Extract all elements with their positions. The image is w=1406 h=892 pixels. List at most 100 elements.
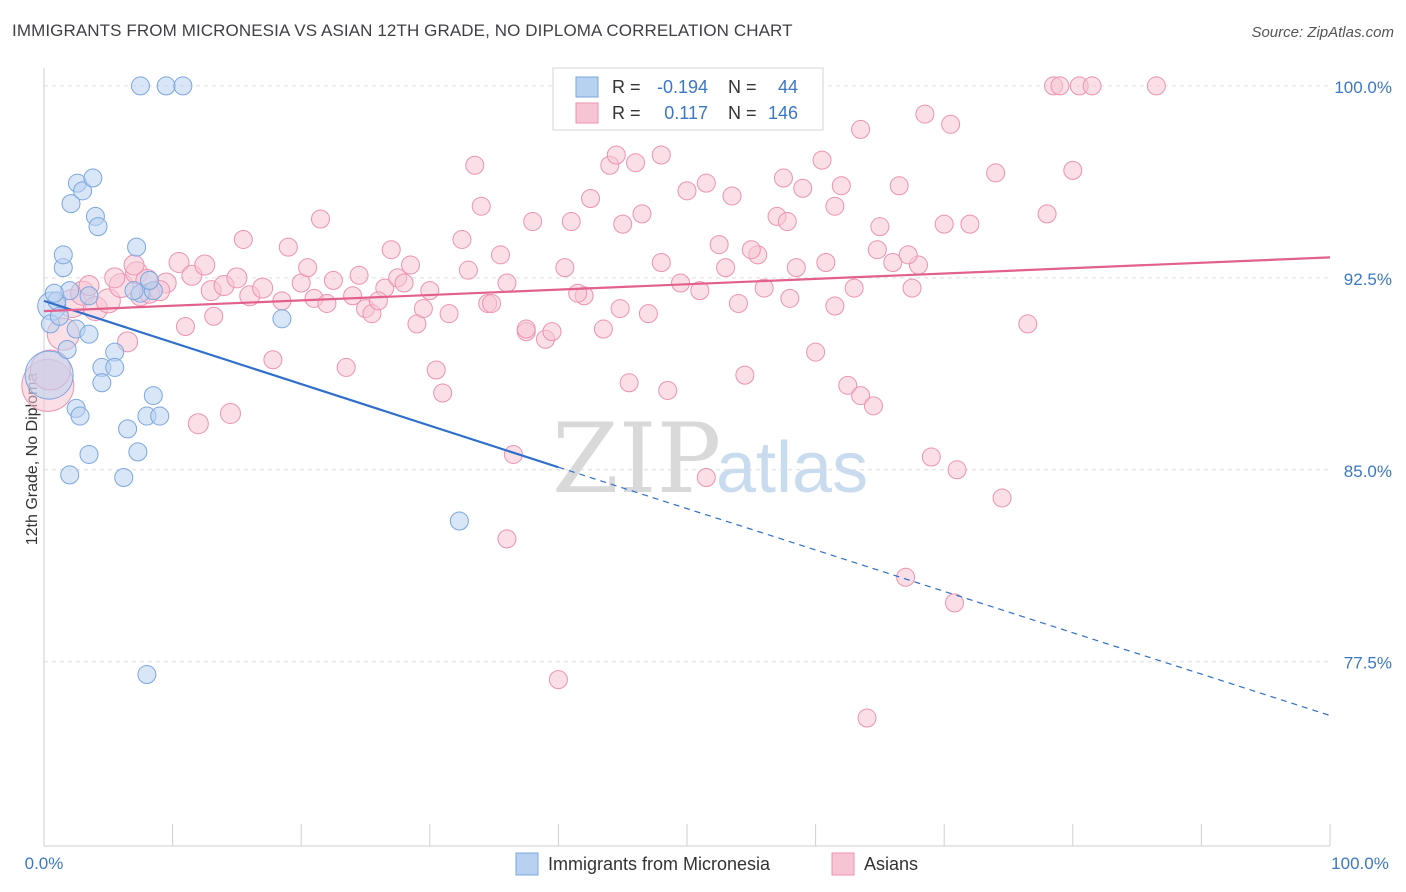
asians-point-32 <box>458 260 478 280</box>
stats-n-label-1: N = <box>728 77 757 97</box>
micronesia-point-1 <box>24 350 74 400</box>
micronesia-point-38 <box>156 76 176 96</box>
asians-point-65 <box>104 267 126 289</box>
asians-point-85 <box>491 245 511 265</box>
stats-swatch-blue <box>575 76 599 98</box>
micronesia-point-42 <box>449 511 469 531</box>
asians-point-136 <box>741 240 761 260</box>
trend-lines <box>43 256 1331 717</box>
y-tick-label-3: 77.5% <box>1344 654 1392 673</box>
stats-r-label-2: R = <box>612 103 641 123</box>
y-axis-label: 12th Grade, No Diploma <box>24 373 41 546</box>
legend-swatch-asians <box>831 852 855 876</box>
asians-point-71 <box>233 229 253 249</box>
asians-point-83 <box>452 229 472 249</box>
asians-point-37 <box>555 258 575 278</box>
asians-point-77 <box>187 413 209 435</box>
stats-box: R = -0.194 N = 44 R = 0.117 N = 146 <box>552 67 824 131</box>
asians-point-131 <box>780 288 800 308</box>
y-tick-label-0: 100.0% <box>1334 78 1392 97</box>
asians-point-41 <box>632 204 652 224</box>
micronesia-point-30 <box>143 386 163 406</box>
asians-point-24 <box>323 270 343 290</box>
micronesia-point-26 <box>92 373 112 393</box>
asians-point-99 <box>754 278 774 298</box>
asians-point-94 <box>658 380 678 400</box>
asians-point-134 <box>867 240 887 260</box>
legend-label-asians: Asians <box>864 854 918 874</box>
asians-point-105 <box>870 217 890 237</box>
asians-point-132 <box>816 253 836 272</box>
asians-point-133 <box>844 278 864 298</box>
gridlines <box>44 85 1330 663</box>
asians-point-109 <box>482 293 502 313</box>
asians-point-102 <box>812 150 832 170</box>
micronesia-point-5 <box>44 283 64 303</box>
asians-point-55 <box>883 253 903 272</box>
asians-point-142 <box>349 265 369 285</box>
stats-n-value-1: 44 <box>778 77 798 97</box>
asians-point-63 <box>1063 160 1083 180</box>
micronesia-point-31 <box>150 406 170 426</box>
asians-point-110 <box>606 145 626 165</box>
micronesia-point-37 <box>130 76 150 96</box>
stats-n-value-2: 146 <box>768 103 798 123</box>
asians-point-90 <box>581 189 601 209</box>
source-credit: Source: ZipAtlas.com <box>1251 24 1394 41</box>
asians-point-101 <box>793 178 813 198</box>
asians-point-113 <box>915 104 935 124</box>
asians-point-56 <box>902 278 922 298</box>
micronesia-point-39 <box>173 76 193 96</box>
asians-point-52 <box>838 375 858 395</box>
micronesia-point-40 <box>139 270 159 290</box>
asians-point-104 <box>851 119 871 139</box>
asians-point-144 <box>394 273 414 293</box>
y-axis-tick-labels: 100.0% 92.5% 85.0% 77.5% <box>1334 78 1392 673</box>
micronesia-point-25 <box>105 357 125 377</box>
asians-trend-line <box>43 256 1331 313</box>
micronesia-point-43 <box>137 665 157 685</box>
asians-point-93 <box>638 304 658 324</box>
asians-point-72 <box>278 237 298 257</box>
asians-point-130 <box>610 299 630 319</box>
asians-point-139 <box>825 196 845 216</box>
micronesia-point-17 <box>127 237 147 257</box>
asians-point-59 <box>960 214 980 234</box>
x-tick-label-left: 0.0% <box>25 854 64 873</box>
asians-point-120 <box>947 460 967 480</box>
asians-point-88 <box>542 322 562 342</box>
asians-point-75 <box>263 350 283 370</box>
micronesia-point-35 <box>60 465 80 485</box>
asians-point-74 <box>336 357 356 377</box>
asians-point-127 <box>992 488 1012 508</box>
micronesia-point-32 <box>118 419 138 439</box>
asians-point-112 <box>651 145 671 165</box>
micronesia-trend-line <box>43 299 559 469</box>
asians-point-123 <box>497 529 517 549</box>
x-tick-label-right: 100.0% <box>1331 854 1389 873</box>
asians-point-29 <box>401 255 421 275</box>
asians-point-87 <box>523 212 543 232</box>
asians-point-54 <box>863 396 883 416</box>
asians-point-129 <box>568 283 588 303</box>
asians-point-73 <box>310 209 330 229</box>
asians-point-51 <box>825 296 845 316</box>
asians-point-103 <box>831 176 851 196</box>
stats-swatch-pink <box>575 102 599 124</box>
asians-point-92 <box>619 373 639 393</box>
asians-point-43 <box>671 273 691 293</box>
asians-point-115 <box>1050 76 1070 96</box>
asians-point-60 <box>986 163 1006 183</box>
asians-point-89 <box>561 212 581 232</box>
asians-point-46 <box>728 293 748 313</box>
stats-r-value-2: 0.117 <box>664 103 708 123</box>
micronesia-point-41 <box>272 309 292 329</box>
micronesia-point-21 <box>57 340 77 360</box>
asians-point-98 <box>735 365 755 385</box>
stats-r-value-1: -0.194 <box>657 77 708 97</box>
asians-point-106 <box>889 176 909 196</box>
asians-point-58 <box>934 214 954 234</box>
asians-point-117 <box>1082 76 1102 96</box>
asians-point-143 <box>368 291 388 311</box>
